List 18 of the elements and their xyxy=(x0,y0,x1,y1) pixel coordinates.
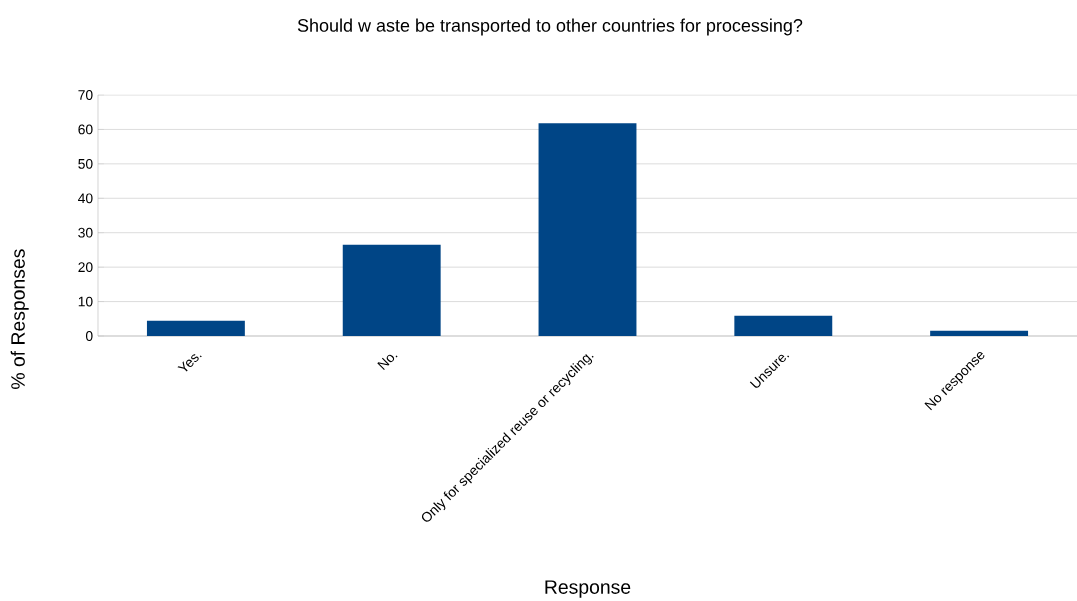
y-tick-label: 20 xyxy=(78,262,93,273)
x-tick-label: Yes. xyxy=(177,354,202,372)
chart-title: Should w aste be transported to other countries for processing? xyxy=(297,18,803,36)
bar xyxy=(734,315,833,336)
y-tick-label: 30 xyxy=(78,227,93,238)
y-tick-label: 10 xyxy=(78,296,93,307)
bar xyxy=(538,123,637,336)
y-tick-label: 50 xyxy=(78,158,93,169)
x-tick-label: No. xyxy=(377,354,398,370)
bar xyxy=(146,320,245,336)
y-axis-title: % of Responses xyxy=(10,249,29,389)
x-axis-title: Response xyxy=(545,580,631,598)
y-tick-label: 40 xyxy=(78,193,93,204)
y-tick-label: 0 xyxy=(85,331,93,341)
y-tick-label: 60 xyxy=(78,124,93,135)
y-tick-label: 70 xyxy=(78,90,93,100)
bar xyxy=(342,244,441,336)
bar xyxy=(930,330,1029,336)
